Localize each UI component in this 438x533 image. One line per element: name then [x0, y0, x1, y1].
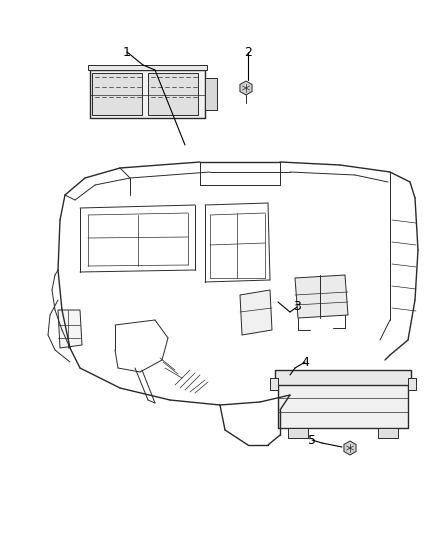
- Polygon shape: [88, 65, 207, 70]
- Polygon shape: [295, 275, 348, 318]
- Text: 4: 4: [301, 356, 309, 368]
- Polygon shape: [90, 70, 205, 118]
- Text: 1: 1: [123, 45, 131, 59]
- Polygon shape: [278, 382, 408, 428]
- Polygon shape: [408, 378, 416, 390]
- Polygon shape: [205, 78, 217, 110]
- Polygon shape: [270, 378, 278, 390]
- Polygon shape: [378, 428, 398, 438]
- Polygon shape: [344, 441, 356, 455]
- Polygon shape: [92, 73, 142, 115]
- Polygon shape: [148, 73, 198, 115]
- Text: 2: 2: [244, 45, 252, 59]
- Text: 5: 5: [308, 433, 316, 447]
- Polygon shape: [240, 81, 252, 95]
- Polygon shape: [275, 370, 411, 385]
- Polygon shape: [58, 310, 82, 348]
- Polygon shape: [288, 428, 308, 438]
- Text: 3: 3: [293, 301, 301, 313]
- Polygon shape: [240, 290, 272, 335]
